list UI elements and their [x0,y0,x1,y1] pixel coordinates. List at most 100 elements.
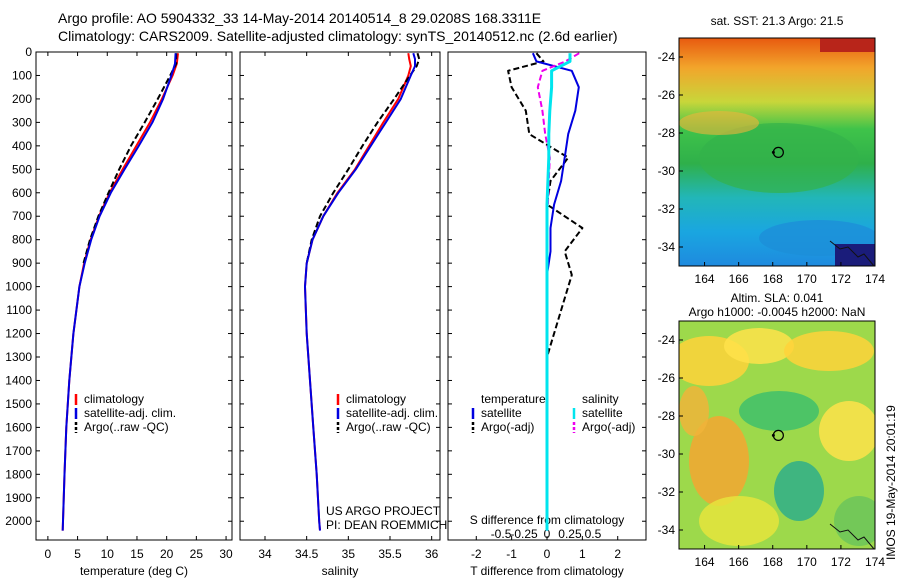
sla-map-lon-label: 164 [695,555,715,569]
depth-tick-label: 0 [25,45,32,59]
salinity-x-tick-label: 34.5 [295,547,319,561]
temperature-legend-label: climatology [84,392,144,406]
profile-title: Argo profile: AO 5904332_33 14-May-2014 … [58,10,542,26]
sla-map-lat-label: -30 [658,447,676,461]
sla-anomaly-patch [679,386,709,436]
depth-tick-label: 2000 [5,514,32,528]
diff-legend-salinity-label: satellite [582,406,623,420]
sla-map-lon-label: 170 [797,555,817,569]
sst-cold-patch [835,244,875,266]
sla-map-frame [678,320,876,550]
temp-diff-x-tick-label: 1 [579,547,586,561]
temperature-x-tick-label: 0 [45,547,52,561]
sla-map-lat-label: -28 [658,409,676,423]
sst-map-lon-label: 166 [729,272,749,286]
salinity-legend-label: climatology [346,392,406,406]
depth-tick-label: 100 [12,68,32,82]
depth-tick-label: 1600 [5,420,32,434]
temp-diff-argo-line [507,52,584,428]
diff-legend-temperature-label: Argo(-adj) [481,420,534,434]
sst-map-lat-label: -34 [658,240,676,254]
depth-tick-label: 1300 [5,350,32,364]
temperature-legend-label: Argo(..raw -QC) [84,420,169,434]
sla-anomaly-patch [834,496,875,546]
sal-diff-tick-label: -0.5 [491,527,512,541]
sla-map-lat-label: -32 [658,485,676,499]
salinity-x-tick-label: 35.5 [378,547,402,561]
sla-map-lon-label: 174 [865,555,885,569]
sla-map-argo-dot [771,433,775,437]
depth-tick-label: 500 [12,162,32,176]
sst-map-lat-label: -26 [658,88,676,102]
temperature-plot-frame [35,51,233,541]
sla-map-lon-label: 172 [831,555,851,569]
depth-tick-label: 1000 [5,280,32,294]
diff-legend-temperature-label: satellite [481,406,522,420]
sst-map-lon-label: 164 [695,272,715,286]
sst-map-lat-label: -30 [658,164,676,178]
salinity-legend-label: Argo(..raw -QC) [346,420,431,434]
sst-green-patch [699,123,859,193]
sst-map-lat-label: -24 [658,50,676,64]
imos-credit: IMOS 19-May-2014 20:01:19 [884,405,898,560]
pi-annotation: PI: DEAN ROEMMICH [326,518,447,532]
sst-map-lon-label: 172 [831,272,851,286]
temperature-x-tick-label: 30 [219,547,233,561]
salinity-argo-line [305,52,421,264]
sst-map-argo-dot [771,150,775,154]
temperature-x-tick-label: 15 [130,547,144,561]
salinity-axis-label: salinity [322,564,359,578]
depth-tick-label: 300 [12,115,32,129]
sst-map-frame [678,37,876,267]
temperature-legend-label: satellite-adj. clim. [84,406,176,420]
temperature-x-tick-label: 5 [74,547,81,561]
salinity-satellite-line [304,52,416,531]
sla-anomaly-patch [689,416,749,506]
sst-orange-patch [679,111,759,135]
temp-diff-x-tick-label: 0 [544,547,551,561]
depth-tick-label: 1900 [5,491,32,505]
depth-tick-label: 900 [12,256,32,270]
depth-tick-label: 600 [12,186,32,200]
salinity-plot-frame [239,51,441,541]
temperature-axis-label: temperature (deg C) [80,564,188,578]
depth-tick-label: 1700 [5,444,32,458]
sla-anomaly-patch [774,461,824,521]
sla-map-coastline [829,523,875,550]
sla-anomaly-patch [819,401,875,461]
sst-map-lat-label: -32 [658,202,676,216]
sst-map-lon-label: 170 [797,272,817,286]
depth-tick-label: 1400 [5,373,32,387]
salinity-climatology-line [304,53,412,531]
diff-legend-salinity-title: salinity [582,392,619,406]
sal-diff-tick-label: 0.5 [585,527,602,541]
temperature-x-tick-label: 20 [160,547,174,561]
sla-map-lon-label: 168 [763,555,783,569]
sla-anomaly-patch [724,328,794,364]
temp-diff-x-tick-label: 2 [614,547,621,561]
salinity-legend-label: satellite-adj. clim. [346,406,438,420]
temperature-climatology-line [61,53,179,531]
sst-map-lon-label: 174 [865,272,885,286]
climatology-subtitle: Climatology: CARS2009. Satellite-adjuste… [58,28,618,44]
temp-diff-x-tick-label: -1 [506,547,517,561]
depth-tick-label: 700 [12,209,32,223]
temperature-satellite-line [61,53,177,531]
sla-map-lat-label: -24 [658,333,676,347]
sal-diff-tick-label: 0.25 [558,527,582,541]
sla-anomaly-patch [699,496,779,546]
temperature-x-tick-label: 25 [190,547,204,561]
salinity-x-tick-label: 34 [258,547,272,561]
sla-map-field [679,321,875,549]
depth-tick-label: 1800 [5,467,32,481]
depth-tick-label: 1100 [6,303,32,317]
depth-tick-label: 200 [12,92,32,106]
sal-diff-tick-label: 0 [544,527,551,541]
sla-anomaly-patch [784,331,874,371]
sla-map-lat-label: -26 [658,371,676,385]
sst-map-field [679,38,875,266]
depth-tick-label: 800 [12,233,32,247]
diff-legend-salinity-label: Argo(-adj) [582,420,635,434]
depth-tick-label: 400 [12,139,32,153]
